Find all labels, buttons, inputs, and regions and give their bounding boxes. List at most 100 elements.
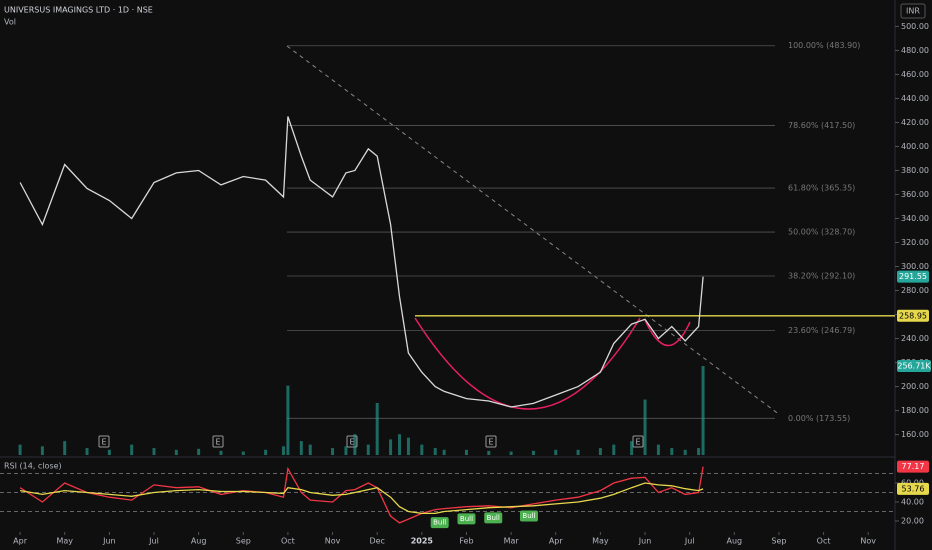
y-tick-label: 380.00 [901, 166, 929, 175]
x-tick-label: Jul [148, 537, 159, 546]
earnings-box [485, 435, 497, 448]
volume-bar [576, 449, 580, 455]
fib-label: 50.00% (328.70) [788, 228, 855, 237]
signal-label: Bull [433, 519, 446, 527]
y-tick-label: 160.00 [901, 430, 929, 439]
cup-curve [414, 317, 641, 410]
y-tick-label: 500.00 [901, 22, 929, 31]
volume-bar [299, 441, 303, 455]
y-tick-label: 300.00 [901, 262, 929, 271]
fib-label: 0.00% (173.55) [788, 414, 850, 423]
volume-bar [286, 385, 290, 455]
volume-bar [531, 450, 535, 455]
volume-bar [130, 444, 134, 455]
earnings-marker: E [635, 438, 640, 447]
volume-bar [152, 448, 156, 455]
y-tick-label: 180.00 [901, 406, 929, 415]
volume-bar [406, 437, 410, 455]
series-line [19, 116, 704, 408]
x-tick-label: Sep [236, 537, 251, 546]
x-tick-label: May [592, 537, 609, 546]
volume-bar [241, 451, 245, 455]
volume-bar [366, 444, 370, 455]
y-tick-label: 440.00 [901, 94, 929, 103]
volume-bar [509, 451, 513, 455]
y-tick-label: 340.00 [901, 214, 929, 223]
breakout-value: 258.95 [899, 311, 927, 320]
volume-bar [40, 446, 44, 455]
y-tick-label: 480.00 [901, 46, 929, 55]
earnings-marker: E [349, 438, 354, 447]
y-tick-label: 280.00 [901, 286, 929, 295]
y-tick-label: 40.00 [901, 497, 924, 506]
volume-tag [897, 360, 931, 373]
volume-bar [389, 439, 393, 455]
volume-bar [656, 444, 660, 455]
earnings-marker: E [215, 438, 220, 447]
y-tick-label: 400.00 [901, 142, 929, 151]
fib-label: 78.60% (417.50) [788, 121, 855, 130]
price-tag [897, 309, 929, 322]
fib-label: 38.20% (292.10) [788, 272, 855, 281]
x-tick-label: Nov [860, 537, 876, 546]
x-tick-label: Oct [281, 537, 295, 546]
x-tick-label: Nov [325, 537, 341, 546]
volume-label: Vol [4, 18, 16, 27]
volume-bar [464, 449, 468, 455]
x-tick-label: Apr [549, 537, 564, 546]
x-tick-label: Sep [771, 537, 786, 546]
volume-value: 256.71K [897, 362, 931, 371]
x-tick-label: Jul [684, 537, 695, 546]
currency-box [900, 3, 926, 19]
volume-bar [697, 448, 701, 455]
rsi-title: RSI (14, close) [4, 462, 62, 471]
volume-bar [398, 434, 402, 455]
signal-badge [519, 510, 538, 522]
volume-bar [18, 444, 22, 455]
x-tick-label: Aug [726, 537, 742, 546]
signal-badge [430, 517, 449, 529]
earnings-box [98, 435, 110, 448]
y-tick-label: 20.00 [901, 516, 924, 525]
volume-bar [630, 441, 634, 455]
volume-bar [331, 448, 335, 455]
volume-bar [197, 448, 201, 455]
y-tick-label: 240.00 [901, 334, 929, 343]
x-tick-label: Feb [459, 537, 473, 546]
fib-label: 100.00% (483.90) [788, 41, 860, 50]
x-tick-label: Oct [817, 537, 831, 546]
x-tick-label: May [56, 537, 73, 546]
signal-badge [484, 512, 503, 524]
volume-bar [612, 444, 616, 455]
last-value: 77.17 [902, 462, 925, 471]
x-tick-label: Dec [369, 537, 384, 546]
currency: INR [906, 7, 920, 16]
x-tick-label: Jun [102, 537, 116, 546]
y-tick-label: 420.00 [901, 118, 929, 127]
volume-bar [107, 449, 111, 455]
volume-bar [433, 448, 437, 455]
volume-bar [643, 399, 647, 455]
x-tick-label: 2025 [411, 537, 434, 546]
volume-bar [63, 441, 67, 455]
x-tick-label: Apr [13, 537, 28, 546]
volume-bar [554, 449, 558, 455]
signal-label: Bull [460, 515, 473, 523]
volume-bar [264, 449, 268, 455]
y-tick-label: 360.00 [901, 190, 929, 199]
y-tick-label: 200.00 [901, 382, 929, 391]
volume-bar [701, 366, 705, 455]
volume-bar [353, 434, 357, 455]
value-tag [897, 270, 929, 283]
volume-bar [344, 446, 348, 455]
volume-bar [442, 449, 446, 455]
y-tick-label: 460.00 [901, 70, 929, 79]
earnings-box [346, 435, 358, 448]
fib-label: 61.80% (365.35) [788, 184, 855, 193]
series-line [19, 466, 704, 524]
volume-bar [85, 448, 89, 455]
volume-bar [375, 403, 379, 455]
value-tag [897, 460, 929, 473]
earnings-box [212, 435, 224, 448]
